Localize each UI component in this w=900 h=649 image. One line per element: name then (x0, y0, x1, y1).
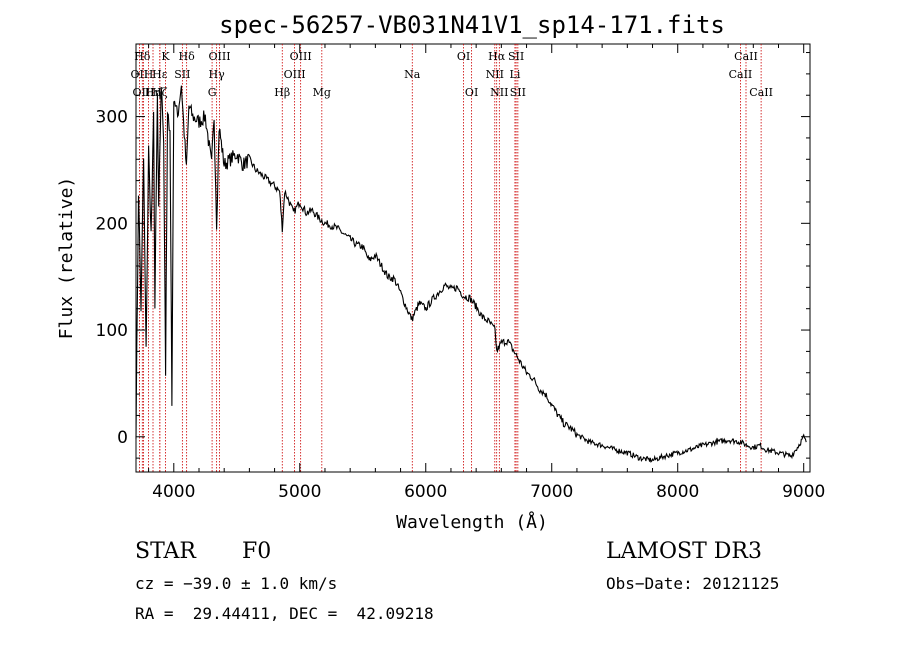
y-axis-label: Flux (relative) (56, 177, 77, 340)
marker-label-26: NII (490, 86, 508, 99)
marker-label-23: Hβ (274, 86, 290, 99)
x-axis-label: Wavelength (Å) (396, 511, 548, 533)
marker-label-3: OIII (208, 50, 230, 63)
x-tick-label-0: 4000 (152, 482, 195, 502)
survey-name: LAMOST DR3 (606, 539, 762, 564)
marker-label-8: CaII (734, 50, 758, 63)
x-axis-ticks: 4000 5000 6000 7000 8000 9000 (148, 44, 825, 502)
chart-title: spec-56257-VB031N41V1_sp14-171.fits (219, 11, 725, 39)
marker-label-16: NII (486, 68, 504, 81)
y-tick-label-2: 200 (96, 214, 128, 234)
marker-label-11: Hε (152, 68, 168, 81)
marker-label-22: G (208, 86, 217, 99)
x-tick-label-5: 9000 (782, 482, 825, 502)
marker-label-6: Hα (488, 50, 506, 63)
marker-label-24: Mg (313, 86, 331, 99)
marker-label-14: OIII (284, 68, 306, 81)
marker-label-7: SII (508, 50, 524, 63)
x-tick-label-4: 8000 (656, 482, 699, 502)
marker-label-4: OIII (290, 50, 312, 63)
spectrum-line (135, 85, 807, 463)
marker-label-1: K (161, 50, 170, 63)
object-subclass: F0 (242, 539, 272, 564)
observation-date: Obs−Date: 20121125 (606, 574, 780, 593)
ra-dec-coordinates: RA = 29.44411, DEC = 42.09218 (135, 604, 434, 623)
object-class: STAR (135, 539, 196, 564)
redshift-cz: cz = −39.0 ± 1.0 km/s (135, 574, 338, 593)
marker-label-2: Hδ (179, 50, 196, 63)
marker-label-25: OI (465, 86, 478, 99)
x-tick-label-2: 6000 (404, 482, 447, 502)
marker-label-12: SII (174, 68, 190, 81)
plot-frame (135, 43, 811, 473)
marker-label-27: SII (510, 86, 526, 99)
marker-label-9: OII (131, 68, 149, 81)
marker-label-5: OI (457, 50, 470, 63)
x-tick-label-1: 5000 (278, 482, 321, 502)
line-markers (139, 44, 762, 472)
marker-label-18: CaII (729, 68, 753, 81)
marker-label-17: Li (510, 68, 521, 81)
y-tick-label-3: 300 (96, 108, 128, 128)
marker-label-15: Na (404, 68, 421, 81)
marker-label-28: CaII (749, 86, 773, 99)
marker-label-19: OIII (133, 86, 155, 99)
marker-label-0: Hδ (134, 50, 151, 63)
y-tick-label-1: 100 (96, 321, 128, 341)
marker-label-21: Hζ (152, 86, 168, 99)
x-tick-label-3: 7000 (530, 482, 573, 502)
marker-label-13: Hγ (209, 68, 226, 81)
y-axis-ticks: 0 100 200 300 (96, 52, 810, 459)
marker-label-10: H (144, 68, 154, 81)
y-tick-label-0: 0 (117, 428, 128, 448)
